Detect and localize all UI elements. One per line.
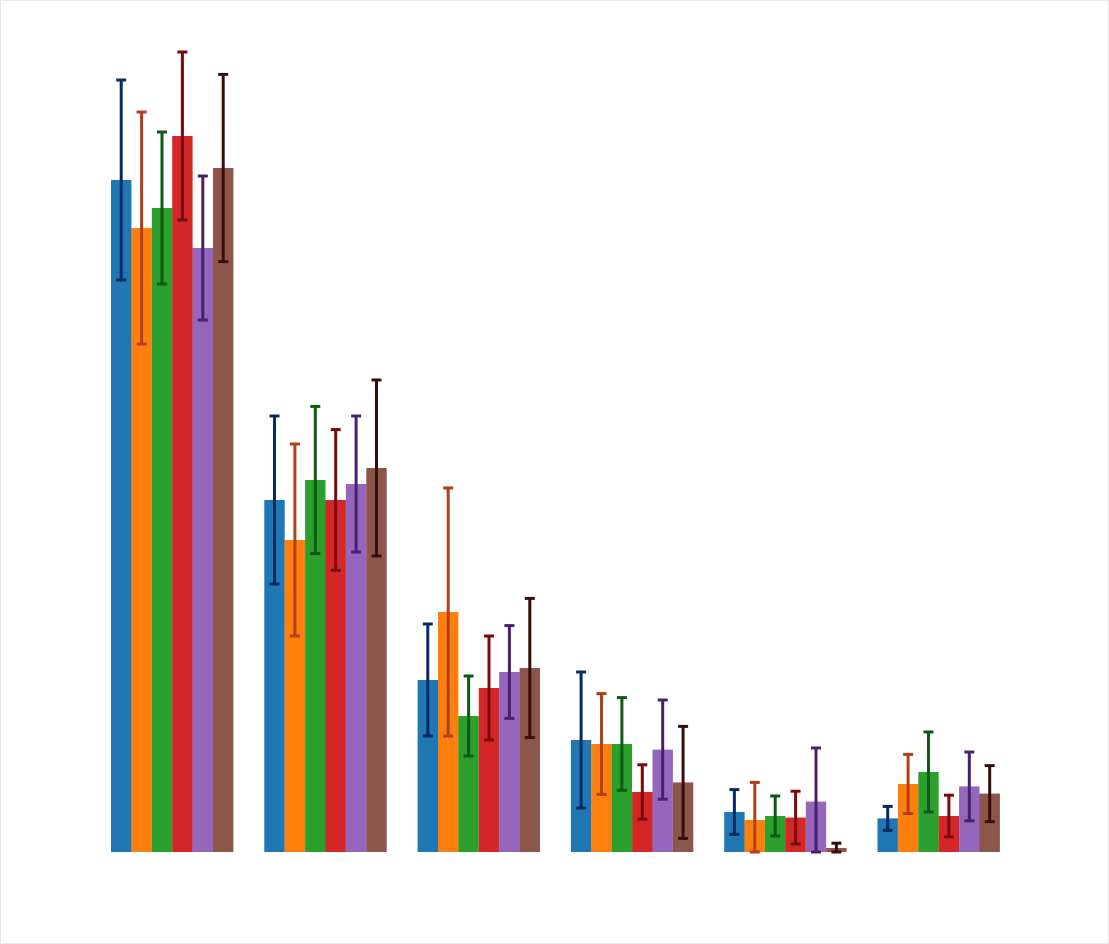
bar-s4-g3 (478, 688, 500, 852)
bar-s5-g1 (192, 248, 213, 852)
error-bar-s3-g2 (310, 404, 321, 556)
bar-s6-g2 (366, 468, 387, 852)
bar-s4-g2 (325, 500, 346, 852)
error-bar-s2-g4 (596, 692, 607, 796)
bar-s1-g2 (264, 500, 285, 852)
error-bars-layer (116, 50, 995, 854)
error-bar-s1-g2 (269, 414, 280, 586)
error-bar-s5-g2 (351, 414, 362, 554)
bar-s1-g6 (877, 818, 898, 852)
error-bar-s3-g1 (157, 130, 167, 286)
error-bar-s5-g5 (811, 746, 821, 854)
bar-s5-g2 (345, 484, 367, 852)
error-bar-s2-g2 (289, 442, 300, 638)
bar-s2-g1 (131, 228, 152, 852)
error-bar-s6-g1 (218, 72, 229, 264)
error-bar-s1-g1 (116, 78, 127, 282)
error-bar-s1-g4 (576, 670, 587, 810)
bar-s4-g4 (632, 792, 653, 852)
bar-s1-g1 (111, 180, 132, 852)
bar-s3-g4 (611, 744, 633, 852)
error-bar-s4-g1 (177, 50, 188, 222)
bar-s2-g4 (591, 744, 612, 852)
error-bar-s4-g6 (943, 793, 954, 839)
bar-s5-g3 (499, 672, 520, 852)
error-bar-s6-g5 (831, 841, 842, 854)
bar-s1-g3 (417, 680, 438, 852)
bar-s6-g3 (519, 668, 540, 852)
error-bar-s2-g6 (903, 752, 914, 816)
error-bar-s3-g6 (923, 730, 934, 814)
error-bar-s1-g5 (729, 788, 740, 836)
error-bar-s4-g3 (484, 634, 494, 742)
error-bar-s6-g3 (524, 596, 535, 740)
bar-s3-g3 (458, 716, 479, 852)
error-bar-s4-g5 (790, 789, 801, 846)
error-bar-s6-g2 (371, 378, 382, 558)
bar-s2-g6 (897, 784, 919, 852)
bar-s5-g4 (652, 749, 673, 852)
error-bar-s1-g3 (422, 622, 433, 738)
bar-s4-g1 (172, 136, 193, 852)
error-bar-s3-g5 (770, 794, 781, 838)
bar-s3-g2 (305, 480, 326, 852)
error-bar-s2-g3 (443, 486, 454, 738)
error-bar-s3-g4 (616, 696, 627, 792)
error-bar-s2-g1 (136, 110, 147, 346)
error-bar-s1-g6 (882, 804, 893, 832)
bar-s3-g1 (151, 208, 173, 852)
error-bar-s3-g3 (463, 674, 474, 758)
error-bar-s5-g4 (657, 698, 668, 801)
error-bar-s5-g1 (197, 174, 208, 322)
bar-s2-g2 (284, 540, 306, 852)
error-bar-s6-g4 (678, 724, 689, 840)
error-bar-s4-g4 (637, 763, 648, 821)
bars-layer (111, 136, 1000, 852)
error-bar-s4-g2 (330, 428, 341, 572)
error-bar-s5-g6 (964, 750, 975, 823)
bar-s6-g1 (213, 168, 234, 852)
error-bar-s5-g3 (504, 624, 515, 720)
error-bar-s2-g5 (749, 780, 760, 854)
error-bar-s6-g6 (984, 764, 995, 824)
